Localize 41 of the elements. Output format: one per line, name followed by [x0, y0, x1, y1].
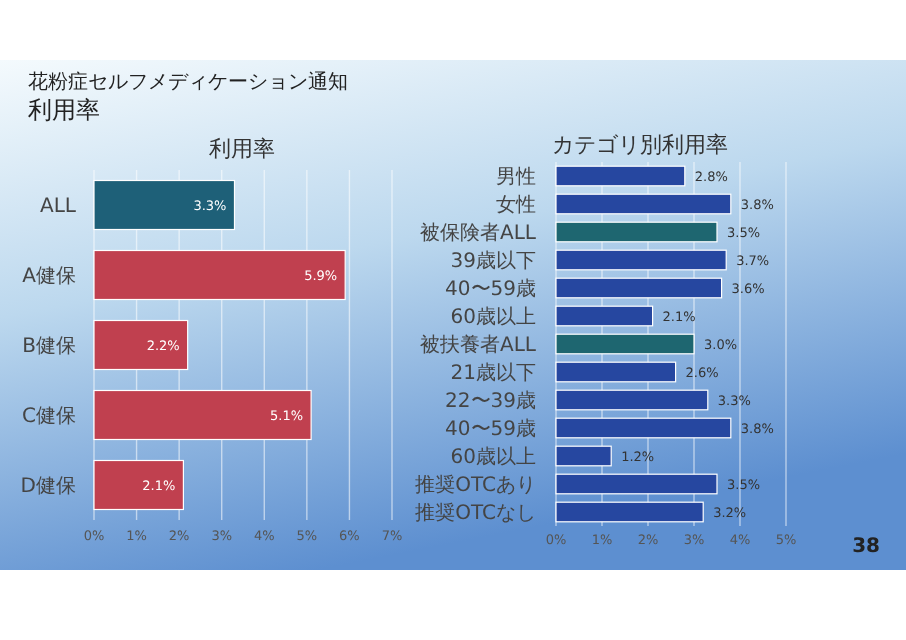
bar	[555, 473, 718, 495]
text: 38	[852, 536, 881, 558]
y-tick-label: D健保	[20, 476, 76, 498]
bar	[555, 417, 732, 439]
bar	[555, 305, 654, 327]
bar	[555, 193, 732, 215]
y-tick-label: 60歳以上	[450, 305, 536, 329]
y-tick-label: C健保	[22, 406, 76, 428]
y-tick-label: ALL	[40, 196, 77, 218]
bar	[555, 389, 709, 411]
y-tick-label: 女性	[496, 193, 536, 217]
text: 利用率	[28, 96, 100, 124]
bar	[555, 221, 718, 243]
text: 花粉症セルフメディケーション通知	[28, 70, 348, 94]
y-tick-label: B健保	[22, 336, 76, 358]
bar	[93, 389, 312, 441]
y-tick-label: 21歳以下	[450, 361, 536, 385]
y-tick-label: 被扶養者ALL	[420, 333, 537, 357]
y-tick-label: 40〜59歳	[445, 277, 536, 301]
y-tick-label: 推奨OTCなし	[415, 501, 536, 525]
y-tick-label: 男性	[496, 165, 536, 189]
bar	[93, 179, 236, 231]
bar	[555, 333, 695, 355]
y-tick-label: 推奨OTCあり	[415, 473, 536, 497]
y-tick-label: 39歳以下	[450, 249, 536, 273]
y-tick-label: 22〜39歳	[445, 389, 536, 413]
bar	[555, 361, 677, 383]
bar	[93, 249, 346, 301]
y-tick-label: 被保険者ALL	[420, 221, 537, 245]
chart-title: 利用率	[209, 136, 275, 162]
bar	[555, 249, 727, 271]
bar	[555, 445, 612, 467]
bar	[555, 277, 723, 299]
bar	[93, 319, 189, 371]
y-tick-label: 40〜59歳	[445, 417, 536, 441]
bar	[555, 165, 686, 187]
y-tick-label: 60歳以上	[450, 445, 536, 469]
y-tick-label: A健保	[22, 266, 76, 288]
bar	[555, 501, 704, 523]
chart-title: カテゴリ別利用率	[552, 132, 728, 158]
bar	[93, 459, 184, 511]
